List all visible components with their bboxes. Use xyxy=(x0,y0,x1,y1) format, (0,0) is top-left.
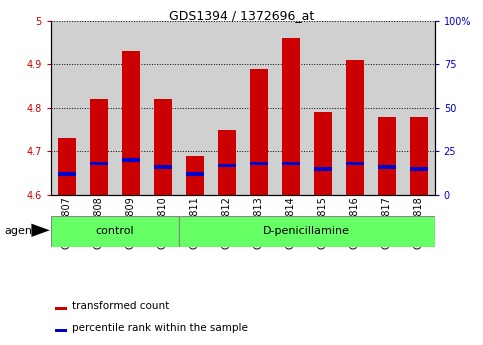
Bar xyxy=(250,69,268,195)
Bar xyxy=(58,138,75,195)
Bar xyxy=(346,60,364,195)
Bar xyxy=(378,165,396,169)
Bar xyxy=(410,167,427,170)
Bar xyxy=(218,164,236,167)
Bar xyxy=(154,165,171,169)
Bar xyxy=(186,172,203,176)
Bar xyxy=(58,172,75,176)
Bar xyxy=(211,21,242,195)
Bar xyxy=(51,21,83,195)
Bar xyxy=(243,21,275,195)
Bar xyxy=(122,51,140,195)
Bar xyxy=(55,307,67,309)
Bar xyxy=(115,21,147,195)
Bar xyxy=(346,162,364,165)
Bar xyxy=(314,112,331,195)
Bar xyxy=(314,167,331,170)
Text: D-penicillamine: D-penicillamine xyxy=(263,226,350,236)
Text: GDS1394 / 1372696_at: GDS1394 / 1372696_at xyxy=(169,9,314,22)
Bar xyxy=(55,329,67,332)
Bar xyxy=(122,158,140,162)
Bar xyxy=(186,156,203,195)
Bar xyxy=(154,99,171,195)
Bar xyxy=(410,117,427,195)
Bar xyxy=(339,21,371,195)
Bar xyxy=(218,130,236,195)
Bar xyxy=(90,162,108,165)
Bar xyxy=(83,21,115,195)
Bar xyxy=(250,162,268,165)
Bar xyxy=(307,21,339,195)
Bar xyxy=(371,21,403,195)
Bar xyxy=(275,21,307,195)
Bar xyxy=(179,216,435,247)
Bar xyxy=(90,99,108,195)
Text: agent: agent xyxy=(5,226,37,236)
Text: percentile rank within the sample: percentile rank within the sample xyxy=(71,323,248,333)
Bar xyxy=(282,38,299,195)
Bar xyxy=(282,162,299,165)
Bar xyxy=(51,216,179,247)
Bar xyxy=(179,21,211,195)
Polygon shape xyxy=(31,224,50,237)
Text: transformed count: transformed count xyxy=(71,301,169,311)
Bar xyxy=(147,21,179,195)
Text: control: control xyxy=(96,226,134,236)
Bar xyxy=(378,117,396,195)
Bar xyxy=(403,21,435,195)
